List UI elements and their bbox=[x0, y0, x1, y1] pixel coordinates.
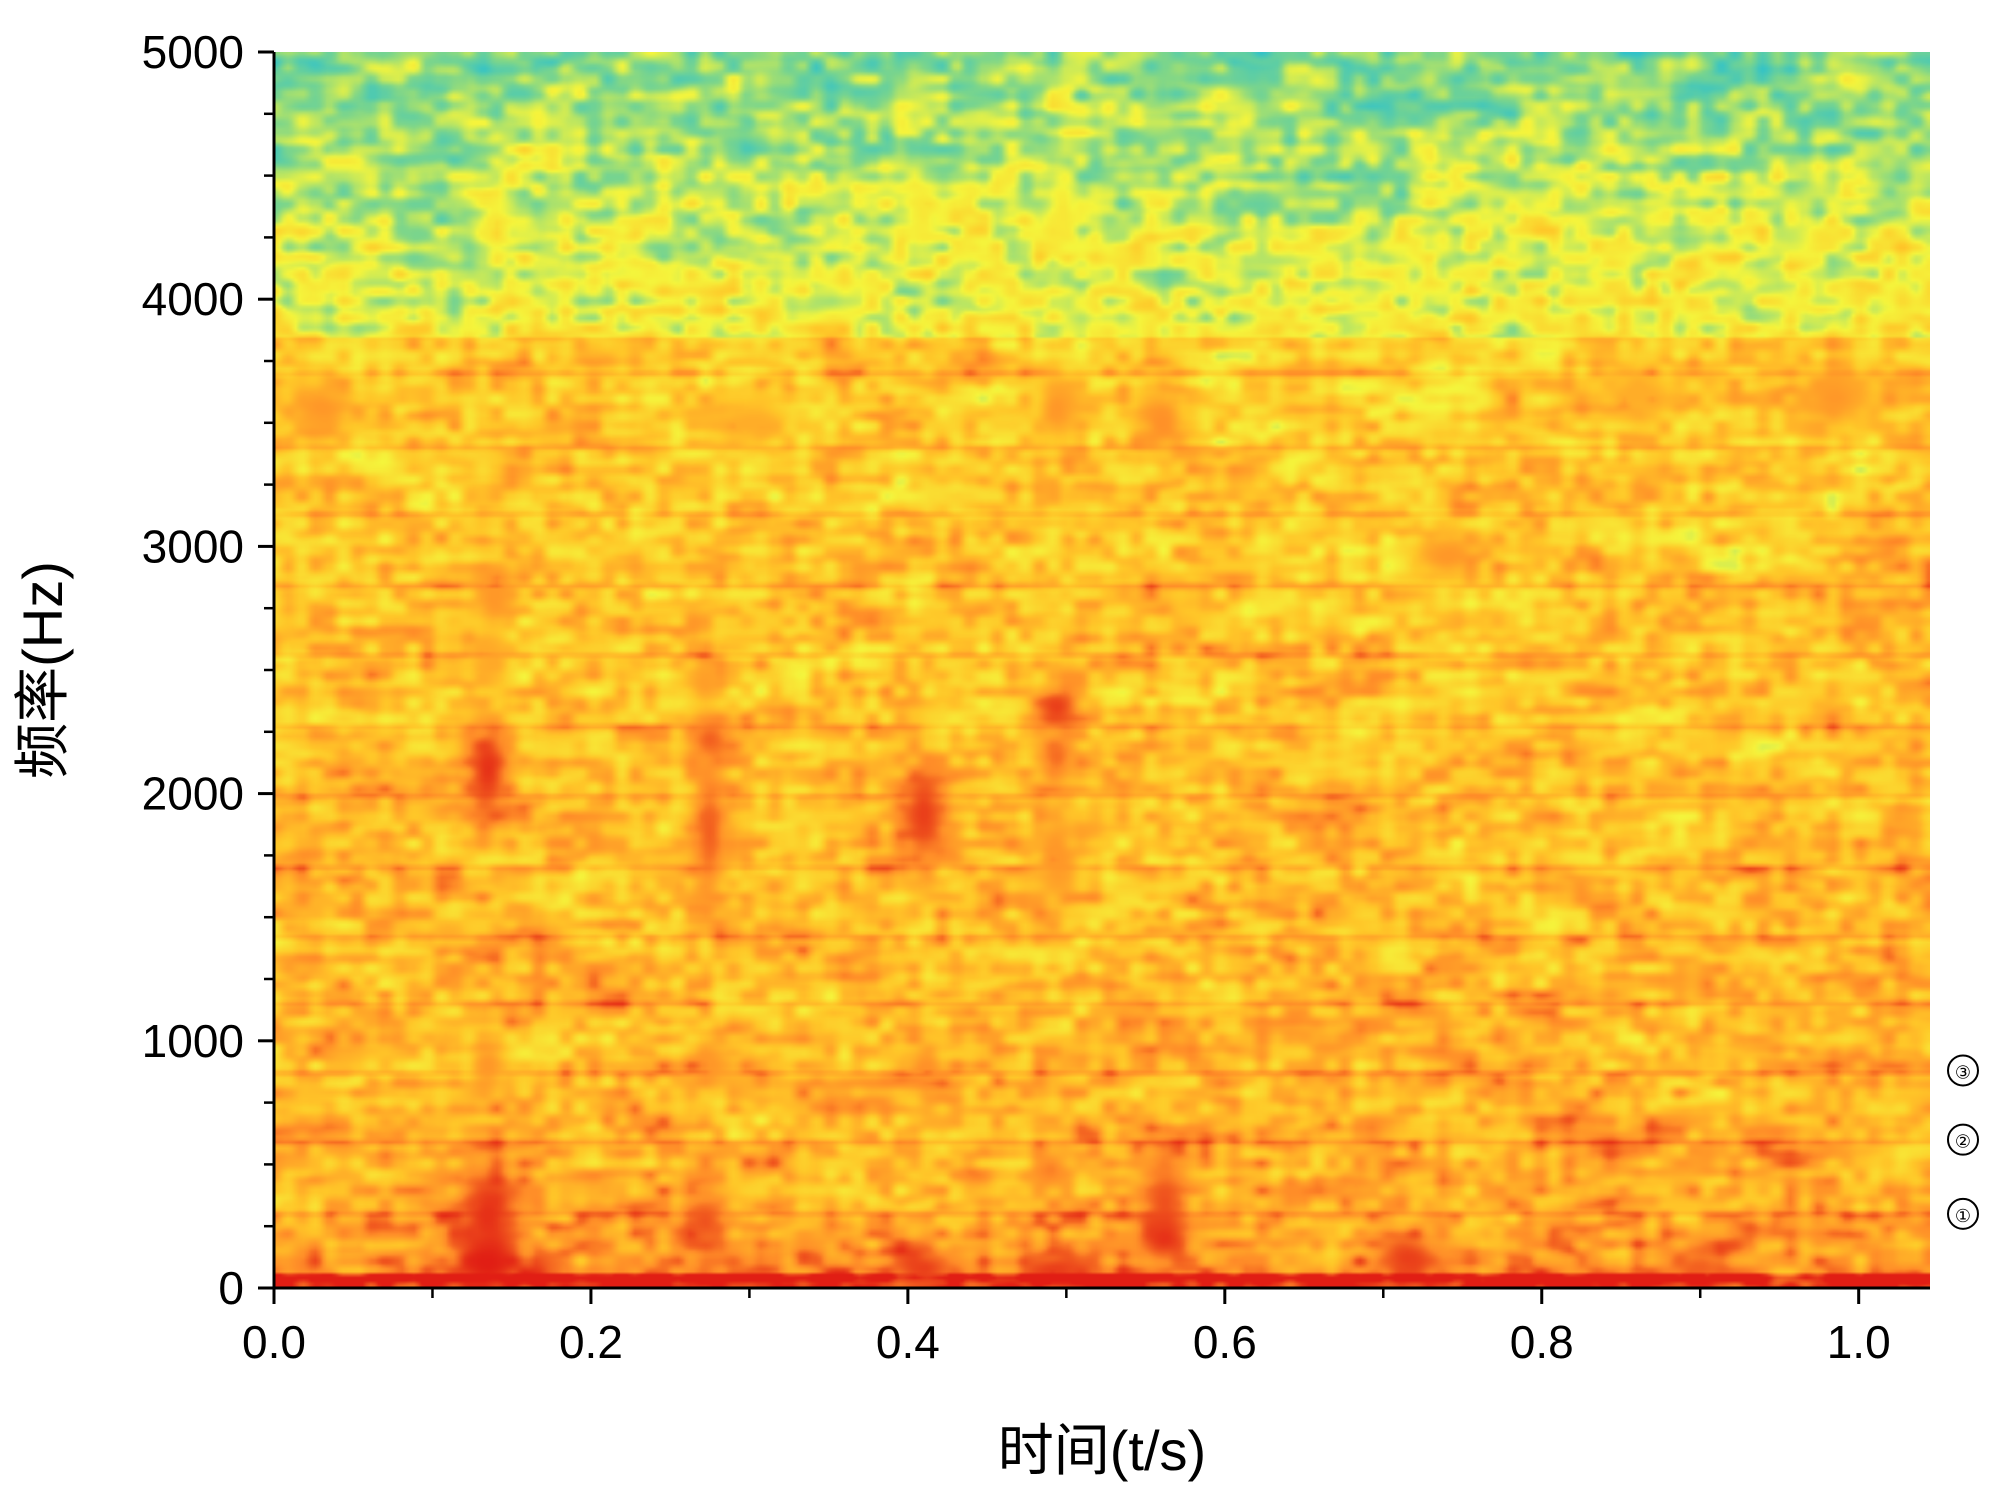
y-axis-title: 频率(Hz) bbox=[11, 561, 74, 779]
x-tick-label: 0.2 bbox=[559, 1316, 623, 1368]
x-tick-label: 0.8 bbox=[1510, 1316, 1574, 1368]
harmonic-markers: ① ② ③ bbox=[1947, 1054, 1979, 1230]
marker-label: ③ bbox=[1955, 1062, 1971, 1083]
spectrogram-heatmap bbox=[274, 52, 1930, 1288]
marker-circle bbox=[1947, 1197, 1979, 1230]
x-axis: 0.0 0.2 0.4 0.6 0.8 1.0 bbox=[242, 1288, 1891, 1368]
x-axis-title: 时间(t/s) bbox=[998, 1419, 1206, 1482]
marker-label: ① bbox=[1955, 1206, 1971, 1227]
y-tick-label: 5000 bbox=[142, 26, 244, 78]
x-tick-label: 0.6 bbox=[1193, 1316, 1257, 1368]
y-tick-label: 0 bbox=[218, 1262, 244, 1314]
marker-label: ② bbox=[1955, 1132, 1971, 1153]
y-tick-label: 4000 bbox=[142, 273, 244, 325]
marker-circle bbox=[1947, 1123, 1979, 1156]
y-tick-label: 2000 bbox=[142, 768, 244, 820]
marker-circle bbox=[1947, 1054, 1979, 1087]
x-tick-label: 0.4 bbox=[876, 1316, 940, 1368]
y-tick-label: 3000 bbox=[142, 520, 244, 572]
y-tick-label: 1000 bbox=[142, 1015, 244, 1067]
x-tick-label: 1.0 bbox=[1827, 1316, 1891, 1368]
y-axis: 0 1000 2000 3000 4000 5000 bbox=[142, 26, 274, 1314]
x-tick-label: 0.0 bbox=[242, 1316, 306, 1368]
